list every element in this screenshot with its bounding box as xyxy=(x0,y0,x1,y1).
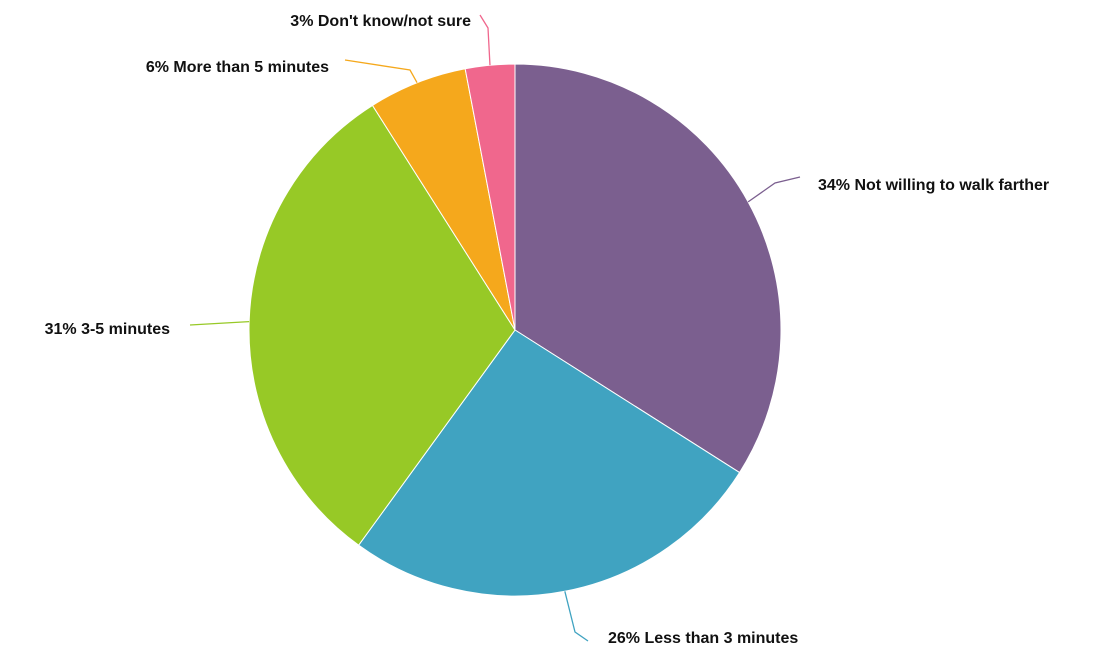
slice-labels: 34% Not willing to walk farther 26% Less … xyxy=(45,13,1050,647)
slice-label-4: 6% More than 5 minutes xyxy=(146,59,329,76)
slice-label-5: 3% Don't know/not sure xyxy=(290,13,471,30)
pie-slice-1 xyxy=(514,63,782,474)
leader-line-2 xyxy=(564,591,589,642)
slice-label-2: 26% Less than 3 minutes xyxy=(608,630,798,647)
leader-line-4 xyxy=(344,59,418,83)
leader-line-1 xyxy=(747,176,801,203)
slice-label-3: 31% 3-5 minutes xyxy=(45,321,170,338)
slice-label-1: 34% Not willing to walk farther xyxy=(818,177,1049,194)
pie-slice-3 xyxy=(248,104,516,546)
leader-lines xyxy=(189,14,801,642)
pie-slices xyxy=(248,63,782,597)
leader-line-5 xyxy=(479,14,491,66)
pie-slice-5 xyxy=(464,63,516,331)
leader-line-3 xyxy=(189,320,250,326)
